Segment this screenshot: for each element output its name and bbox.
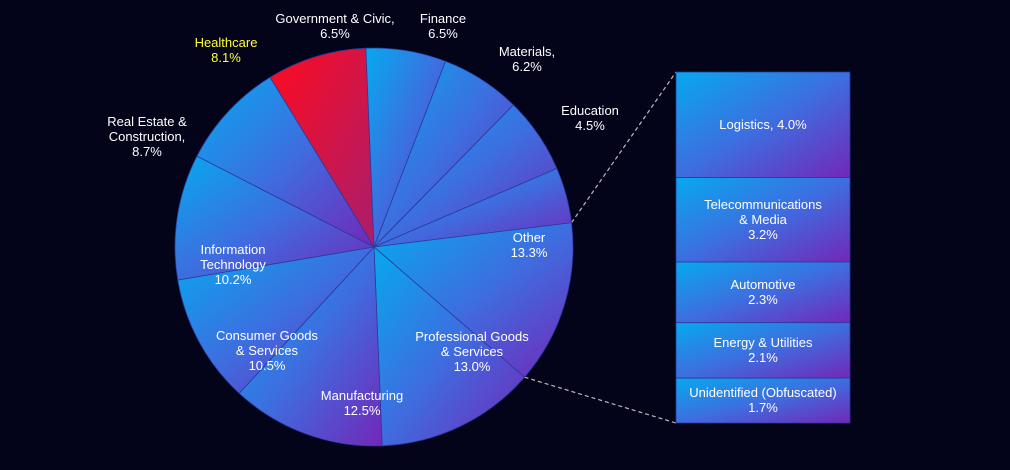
- label-manufacturing: Manufacturing 12.5%: [321, 388, 403, 418]
- slice-consumer-goods[interactable]: [177, 246, 376, 394]
- slice-labels: Healthcare 8.1% Government & Civic, 6.5% Fin…: [107, 11, 619, 418]
- label-government-civic: Government & Civic, 6.5%: [275, 11, 394, 41]
- bar-label-logistics-4-0: Logistics, 4.0%: [719, 117, 807, 132]
- bar-segment-energy-utilities[interactable]: [675, 322, 851, 379]
- main-pie: [174, 47, 574, 447]
- bar-segment-telecommunications[interactable]: [675, 177, 851, 263]
- bar-label-automotive: Automotive 2.3%: [730, 277, 795, 307]
- bar-segment-unidentified-obfuscated[interactable]: [675, 377, 851, 424]
- slice-professional-goods[interactable]: [373, 246, 526, 447]
- connector-lines: [524, 71, 677, 424]
- label-other: Other 13.3%: [511, 230, 548, 260]
- bar-label-unidentified-obfuscated: Unidentified (Obfuscated) 1.7%: [689, 385, 836, 415]
- label-education: Education 4.5%: [561, 103, 619, 133]
- breakdown-bar: Logistics, 4.0% Telecommunications & Media…: [675, 71, 851, 424]
- label-materials: Materials, 6.2%: [499, 44, 555, 74]
- slice-healthcare[interactable]: [269, 47, 375, 249]
- bar-label-energy-utilities: Energy & Utilities 2.1%: [714, 335, 813, 365]
- bar-segment-automotive[interactable]: [675, 261, 851, 324]
- label-information: Information Technology 10.2%: [200, 242, 266, 287]
- bar-label-telecommunications: Telecommunications & Media 3.2%: [704, 197, 822, 242]
- connector-line-top: [571, 71, 677, 224]
- slice-other[interactable]: [373, 222, 574, 378]
- label-professional-goods: Professional Goods & Services 13.0%: [415, 329, 529, 374]
- slice-real-estate[interactable]: [196, 76, 376, 249]
- label-healthcare: Healthcare 8.1%: [195, 35, 258, 65]
- label-consumer-goods: Consumer Goods & Services 10.5%: [216, 328, 318, 373]
- label-real-estate: Real Estate & Construction, 8.7%: [107, 114, 187, 159]
- label-finance: Finance 6.5%: [420, 11, 466, 41]
- bar-segment-logistics-4-0[interactable]: [675, 71, 851, 178]
- slice-manufacturing[interactable]: [238, 246, 383, 447]
- slice-information[interactable]: [174, 155, 376, 281]
- connector-line-bottom: [524, 376, 677, 424]
